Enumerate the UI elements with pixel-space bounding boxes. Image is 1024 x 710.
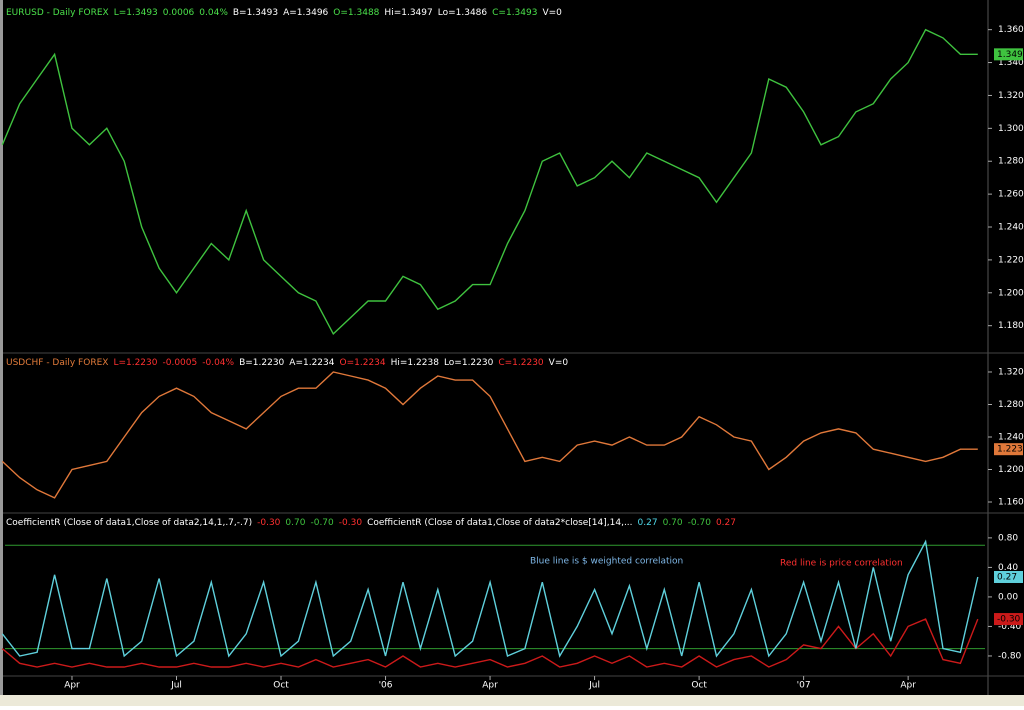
annotation: Red line is price correlation [780, 559, 903, 569]
y-tick-label: 1.2600 [998, 190, 1024, 200]
y-tick-label: 0.00 [998, 592, 1018, 602]
legend-segment: A=1.2234 [289, 358, 334, 368]
last-value-label: 0.27 [997, 572, 1017, 582]
legend-segment: USDCHF - Daily FOREX [6, 358, 108, 368]
x-tick-label: Jul [170, 681, 182, 691]
y-tick-label: 1.2000 [998, 288, 1024, 298]
legend-segment: 0.27 [716, 518, 736, 528]
legend-segment: L=1.3493 [114, 8, 158, 18]
background [0, 0, 1024, 695]
series-line [1, 539, 979, 658]
legend-segment: -0.30 [257, 518, 281, 528]
y-tick-label: -0.40 [998, 622, 1022, 632]
legend-segment: V=0 [549, 358, 569, 368]
y-tick-label: 1.2400 [998, 432, 1024, 442]
y-tick-label: -0.80 [998, 651, 1022, 661]
y-tick-label: 1.1800 [998, 321, 1024, 331]
annotation: Blue line is $ weighted correlation [530, 557, 683, 567]
series-line [1, 371, 978, 499]
legend-segment: O=1.2234 [340, 358, 386, 368]
legend-segment: 0.70 [663, 518, 683, 528]
series-line [1, 618, 979, 668]
pane-legend: CoefficientR (Close of data1,Close of da… [6, 518, 736, 528]
legend-segment: 0.27 [638, 518, 658, 528]
y-tick-label: 1.3200 [998, 367, 1024, 377]
legend-segment: L=1.2230 [113, 358, 157, 368]
left-border [0, 0, 3, 695]
last-value-box [994, 570, 1023, 583]
legend-segment: B=1.3493 [233, 8, 278, 18]
y-tick-label: 1.2200 [998, 255, 1024, 265]
last-value-box [994, 613, 1023, 626]
legend-segment: C=1.2230 [498, 358, 544, 368]
y-tick-label: 1.1600 [998, 498, 1024, 508]
legend-segment: C=1.3493 [492, 8, 537, 18]
legend-segment: A=1.3496 [283, 8, 328, 18]
legend-segment: -0.30 [339, 518, 363, 528]
legend-segment: Lo=1.3486 [438, 8, 488, 18]
x-tick-label: '06 [379, 681, 393, 691]
pane-legend: USDCHF - Daily FOREX L=1.2230 -0.0005 -0.04… [6, 358, 568, 368]
legend-segment: V=0 [542, 8, 562, 18]
y-tick-label: 1.3600 [998, 25, 1024, 35]
legend-segment: CoefficientR (Close of data1,Close of da… [367, 518, 632, 528]
series-line [1, 28, 978, 336]
legend-segment: 0.04% [199, 8, 228, 18]
x-tick-label: '07 [797, 681, 811, 691]
x-tick-label: Apr [900, 681, 916, 691]
pane-legend: EURUSD - Daily FOREX L=1.3493 0.0006 0.04% B… [6, 8, 562, 18]
status-strip [0, 695, 1024, 706]
x-tick-label: Apr [482, 681, 498, 691]
legend-segment: 0.70 [285, 518, 305, 528]
y-tick-label: 0.40 [998, 563, 1018, 573]
last-value-label: 1.2230 [997, 445, 1024, 455]
y-tick-label: 1.3000 [998, 124, 1024, 134]
y-tick-label: 1.3200 [998, 91, 1024, 101]
y-tick-label: 1.3400 [998, 58, 1024, 68]
legend-segment: -0.70 [688, 518, 712, 528]
y-tick-label: 1.2400 [998, 223, 1024, 233]
legend-segment: B=1.2230 [239, 358, 284, 368]
legend-segment: -0.04% [202, 358, 234, 368]
last-value-label: 1.3493 [997, 50, 1024, 60]
last-value-label: -0.30 [997, 615, 1021, 625]
legend-segment: -0.0005 [162, 358, 197, 368]
legend-segment: EURUSD - Daily FOREX [6, 8, 109, 18]
y-tick-label: 1.2000 [998, 465, 1024, 475]
legend-segment: 0.0006 [163, 8, 195, 18]
legend-segment: O=1.3488 [333, 8, 379, 18]
x-tick-label: Oct [691, 681, 707, 691]
y-tick-label: 0.80 [998, 533, 1018, 543]
y-tick-label: 1.2800 [998, 400, 1024, 410]
x-tick-label: Apr [64, 681, 80, 691]
y-tick-label: 1.2800 [998, 157, 1024, 167]
legend-segment: Hi=1.2238 [391, 358, 440, 368]
x-tick-label: Jul [588, 681, 600, 691]
x-tick-label: Oct [273, 681, 289, 691]
legend-segment: -0.70 [310, 518, 334, 528]
last-value-box [994, 443, 1023, 456]
legend-segment: Lo=1.2230 [444, 358, 494, 368]
legend-segment: CoefficientR (Close of data1,Close of da… [6, 518, 252, 528]
last-value-box [994, 48, 1023, 61]
legend-segment: Hi=1.3497 [384, 8, 432, 18]
